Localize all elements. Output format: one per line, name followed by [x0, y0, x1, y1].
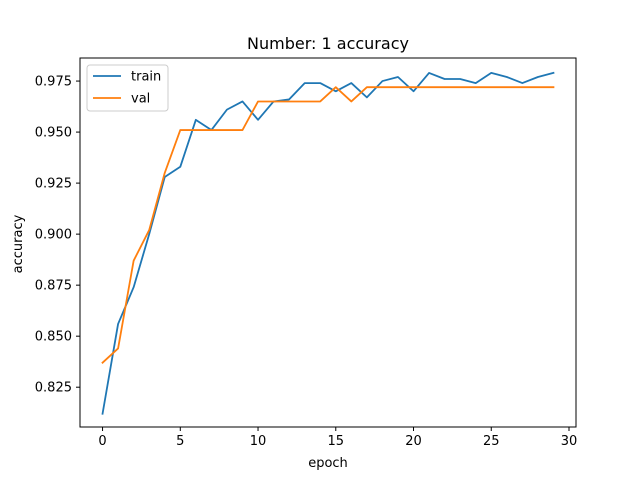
- y-tick-label: 0.975: [35, 75, 72, 90]
- plot-area: [79, 57, 577, 428]
- y-tick-label: 0.875: [35, 279, 72, 294]
- x-tick-label: 25: [483, 434, 500, 449]
- y-tick-label: 0.900: [35, 228, 72, 243]
- y-tick-label: 0.950: [35, 126, 72, 141]
- x-tick-label: 5: [176, 434, 184, 449]
- chart-title: Number: 1 accuracy: [247, 34, 409, 53]
- x-tick-label: 30: [561, 434, 578, 449]
- x-tick-label: 20: [405, 434, 422, 449]
- legend-label-val: val: [131, 92, 150, 107]
- legend: train val: [86, 64, 169, 112]
- series-line-val: [101, 86, 555, 364]
- x-tick-label: 10: [250, 434, 267, 449]
- x-axis-ticks: 0 5 10 15 20 25 30: [98, 427, 577, 449]
- legend-label-train: train: [131, 70, 161, 85]
- x-tick-label: 0: [98, 434, 106, 449]
- y-tick-label: 0.925: [35, 177, 72, 192]
- y-tick-label: 0.850: [35, 330, 72, 345]
- x-axis-label: epoch: [308, 456, 348, 471]
- y-tick-label: 0.825: [35, 381, 72, 396]
- y-axis-label: accuracy: [11, 214, 26, 273]
- axes-frame: [79, 57, 577, 428]
- y-axis-ticks: 0.825 0.850 0.875 0.900 0.925 0.950 0.975: [35, 75, 80, 396]
- x-tick-label: 15: [328, 434, 345, 449]
- series-line-train: [101, 71, 555, 415]
